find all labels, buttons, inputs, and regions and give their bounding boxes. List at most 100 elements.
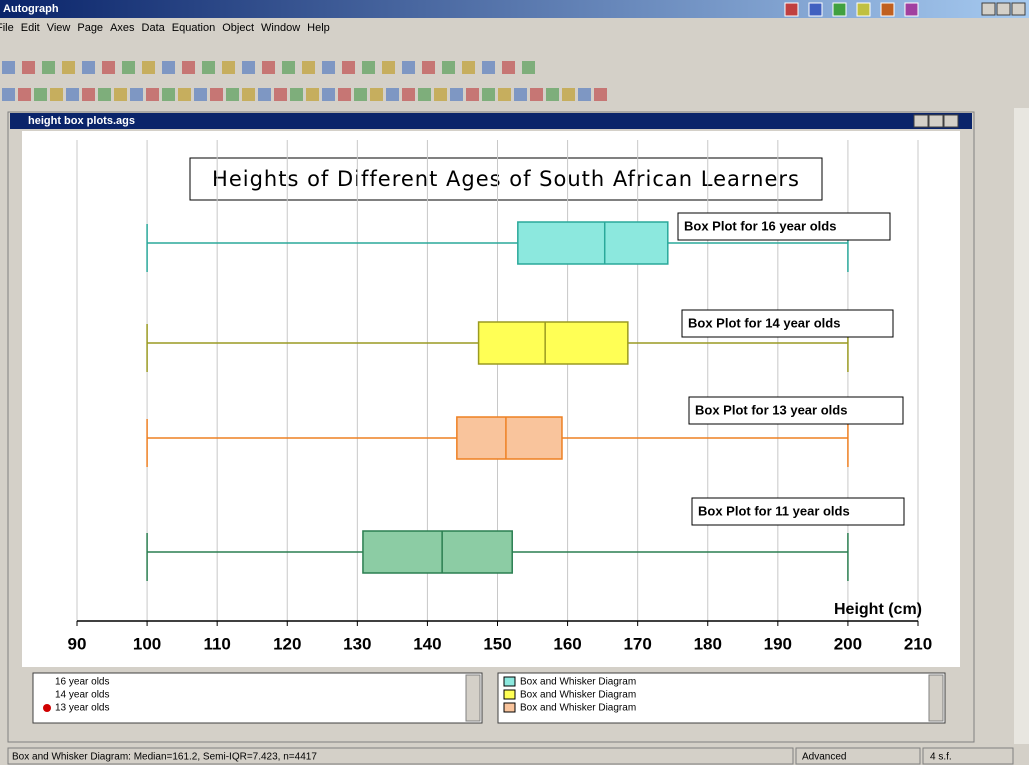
toolbar-button[interactable] [210,88,223,101]
toolbar-button[interactable] [34,88,47,101]
toolbar-button[interactable] [462,61,475,74]
toolbar-button[interactable] [130,88,143,101]
legend-entry[interactable]: 13 year olds [55,703,109,714]
toolbar-button[interactable] [578,88,591,101]
window-button[interactable] [1011,2,1026,16]
toolbar-button[interactable] [402,88,415,101]
maximize-button[interactable] [928,114,944,128]
annotation-box [688,396,904,425]
legend-entry[interactable]: 14 year olds [55,690,109,701]
menu-item[interactable]: Edit [21,22,40,34]
tray-icon[interactable] [904,2,919,17]
toolbar-button[interactable] [178,88,191,101]
toolbar-button[interactable] [82,61,95,74]
toolbar-button[interactable] [82,88,95,101]
toolbar-button[interactable] [98,88,111,101]
toolbar-button[interactable] [466,88,479,101]
toolbar-button[interactable] [182,61,195,74]
tray-icon[interactable] [832,2,847,17]
menu-item[interactable]: Equation [172,22,215,34]
toolbar-button[interactable] [562,88,575,101]
toolbar-button[interactable] [42,61,55,74]
toolbar-button[interactable] [102,61,115,74]
toolbar-button[interactable] [386,88,399,101]
toolbar-button[interactable] [162,61,175,74]
menu-item[interactable]: Page [77,22,103,34]
toolbar-button[interactable] [522,61,535,74]
toolbar-button[interactable] [594,88,607,101]
legend-entry[interactable]: Box and Whisker Diagram [520,703,636,714]
toolbar-button[interactable] [242,88,255,101]
toolbar-button[interactable] [122,61,135,74]
toolbar-button[interactable] [162,88,175,101]
legend-entry[interactable]: 16 year olds [55,677,109,688]
toolbar-button[interactable] [354,88,367,101]
toolbar-button[interactable] [306,88,319,101]
toolbar-button[interactable] [274,88,287,101]
toolbar-button[interactable] [498,88,511,101]
menu-item[interactable]: File [0,22,14,34]
toolbar-button[interactable] [262,61,275,74]
toolbar-button[interactable] [502,61,515,74]
toolbar-button[interactable] [258,88,271,101]
toolbar-button[interactable] [194,88,207,101]
toolbar-button[interactable] [242,61,255,74]
close-button[interactable] [943,114,959,128]
toolbar-button[interactable] [50,88,63,101]
menu-item[interactable]: Data [142,22,166,34]
window-button[interactable] [981,2,996,16]
toolbar-button[interactable] [322,61,335,74]
scrollbar[interactable] [1014,108,1029,744]
toolbar-button[interactable] [18,88,31,101]
toolbar-button[interactable] [222,61,235,74]
menu-item[interactable]: View [47,22,71,34]
toolbar-button[interactable] [146,88,159,101]
toolbar-button[interactable] [482,61,495,74]
toolbar-button[interactable] [342,61,355,74]
tray-icon[interactable] [784,2,799,17]
tray-icon[interactable] [808,2,823,17]
toolbar-button[interactable] [450,88,463,101]
status-field [922,747,1014,765]
menu-item[interactable]: Help [307,22,330,34]
menu-bar: File Edit View Page Axes Data Equation Object Wi… [0,22,330,34]
toolbar-button[interactable] [322,88,335,101]
toolbar-button[interactable] [530,88,543,101]
toolbar-button[interactable] [434,88,447,101]
tray-icon[interactable] [880,2,895,17]
toolbar-button[interactable] [514,88,527,101]
menu-item[interactable]: Object [222,22,254,34]
toolbar-button[interactable] [282,61,295,74]
legend-left-scroll[interactable] [465,674,481,722]
toolbar-button[interactable] [202,61,215,74]
minimize-button[interactable] [913,114,929,128]
status-message: Box and Whisker Diagram: Median=161.2, S… [12,752,317,763]
menu-item[interactable]: Axes [110,22,135,34]
toolbar-button[interactable] [226,88,239,101]
toolbar-button[interactable] [482,88,495,101]
window-button[interactable] [996,2,1011,16]
legend-entry[interactable]: Box and Whisker Diagram [520,677,636,688]
toolbar-button[interactable] [362,61,375,74]
toolbar-button[interactable] [290,88,303,101]
toolbar-button[interactable] [370,88,383,101]
toolbar-button[interactable] [418,88,431,101]
toolbar-button[interactable] [382,61,395,74]
toolbar-button[interactable] [546,88,559,101]
toolbar-button[interactable] [114,88,127,101]
tray-icon[interactable] [856,2,871,17]
menu-item[interactable]: Window [261,22,300,34]
toolbar-button[interactable] [22,61,35,74]
toolbar-button[interactable] [66,88,79,101]
legend-entry[interactable]: Box and Whisker Diagram [520,690,636,701]
toolbar-button[interactable] [142,61,155,74]
toolbar-button[interactable] [338,88,351,101]
toolbar-button[interactable] [302,61,315,74]
toolbar-button[interactable] [402,61,415,74]
toolbar-button[interactable] [2,88,15,101]
toolbar-button[interactable] [422,61,435,74]
toolbar-button[interactable] [2,61,15,74]
toolbar-button[interactable] [442,61,455,74]
toolbar-button[interactable] [62,61,75,74]
legend-right-scroll[interactable] [928,674,944,722]
